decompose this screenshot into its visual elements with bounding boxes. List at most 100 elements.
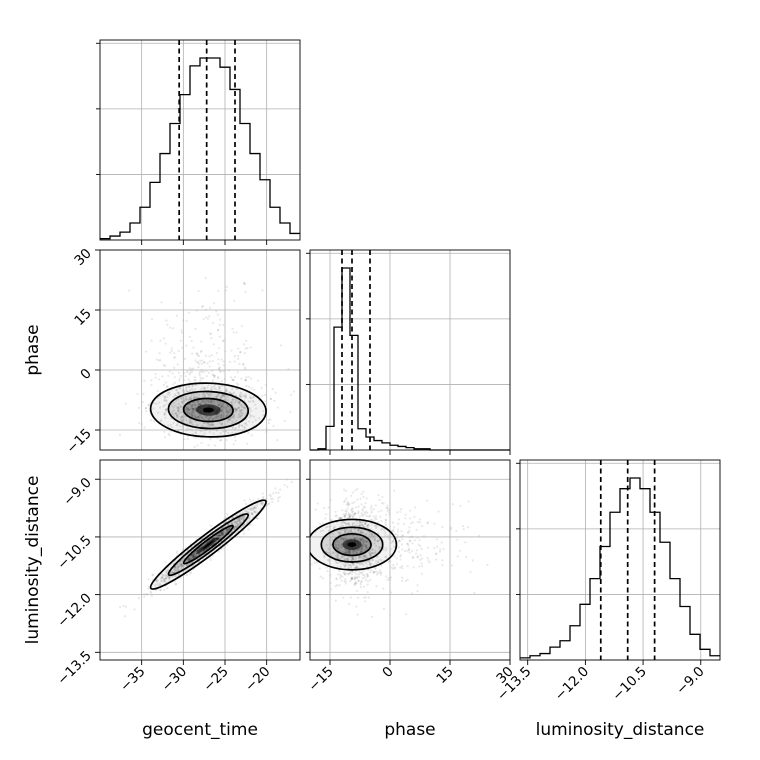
scatter-point	[161, 393, 164, 396]
scatter-point	[220, 423, 223, 426]
scatter-point	[438, 550, 442, 553]
scatter-point	[350, 559, 353, 562]
scatter-point	[234, 408, 237, 411]
scatter-point	[180, 396, 183, 400]
scatter-point	[348, 548, 351, 551]
scatter-point	[238, 522, 242, 526]
scatter-point	[342, 528, 346, 531]
scatter-point	[220, 379, 224, 383]
scatter-point	[381, 527, 384, 530]
scatter-point	[187, 407, 190, 410]
scatter-point	[368, 563, 372, 566]
scatter-point	[176, 550, 179, 553]
scatter-point	[158, 589, 162, 592]
scatter-point	[462, 528, 465, 531]
scatter-point	[164, 577, 167, 580]
scatter-point	[204, 414, 207, 417]
scatter-point	[467, 500, 470, 503]
scatter-point	[156, 583, 159, 586]
scatter-point	[175, 388, 178, 391]
scatter-point	[200, 545, 203, 548]
scatter-point	[365, 556, 369, 560]
x-tick-label-phase: 0	[379, 664, 396, 681]
scatter-point	[194, 359, 197, 362]
scatter-point	[278, 495, 281, 498]
scatter-point	[207, 543, 210, 546]
scatter-point	[230, 401, 233, 404]
scatter-point	[249, 395, 252, 398]
scatter-point	[354, 547, 358, 550]
scatter-point	[361, 546, 364, 549]
scatter-point	[198, 362, 201, 366]
scatter-point	[339, 565, 342, 569]
scatter-point	[211, 406, 215, 409]
scatter-point	[208, 315, 211, 318]
scatter-point	[183, 357, 187, 360]
scatter-point	[337, 530, 340, 533]
scatter-point	[210, 386, 213, 389]
scatter-point	[385, 547, 388, 550]
scatter-point	[127, 289, 131, 292]
scatter-point	[250, 414, 254, 418]
scatter-point	[194, 416, 197, 420]
scatter-point	[368, 559, 371, 562]
scatter-point	[209, 407, 212, 410]
scatter-point	[198, 405, 202, 408]
scatter-point	[180, 565, 183, 568]
x-tick-label-luminosity_distance: −10.5	[609, 664, 650, 705]
scatter-point	[364, 543, 367, 546]
scatter-point	[221, 395, 224, 399]
scatter-point	[157, 584, 160, 587]
scatter-point	[380, 528, 383, 531]
scatter-point	[222, 532, 225, 535]
scatter-point	[217, 385, 221, 388]
scatter-point	[272, 492, 275, 495]
scatter-point	[323, 556, 326, 559]
scatter-point	[158, 395, 161, 398]
scatter-point	[133, 608, 136, 611]
scatter-point	[346, 522, 350, 525]
scatter-point	[361, 538, 364, 541]
scatter-point	[256, 379, 260, 382]
scatter-point	[169, 572, 172, 575]
scatter-point	[396, 511, 399, 514]
scatter-point	[358, 571, 361, 574]
scatter-point	[194, 432, 198, 435]
scatter-point	[220, 423, 223, 426]
scatter-point	[349, 580, 352, 583]
scatter-point	[373, 538, 377, 541]
scatter-point	[189, 380, 192, 383]
scatter-point	[165, 573, 168, 576]
scatter-point	[359, 550, 362, 553]
scatter-point	[354, 543, 357, 546]
scatter-point	[374, 549, 377, 552]
scatter-point	[201, 412, 204, 415]
scatter-point	[401, 537, 404, 541]
scatter-point	[237, 383, 240, 386]
scatter-point	[196, 409, 199, 412]
scatter-point	[337, 546, 340, 549]
scatter-point	[212, 403, 215, 406]
scatter-point	[408, 547, 411, 550]
scatter-point	[242, 406, 245, 409]
scatter-point	[349, 538, 352, 541]
scatter-point	[185, 406, 189, 410]
scatter-point	[197, 415, 200, 418]
scatter-point	[240, 391, 243, 394]
scatter-point	[202, 317, 205, 321]
scatter-point	[279, 488, 282, 491]
scatter-point	[154, 580, 158, 583]
scatter-point	[230, 349, 233, 352]
scatter-point	[208, 543, 211, 546]
scatter-point	[234, 408, 237, 411]
scatter-point	[244, 291, 247, 294]
scatter-point	[162, 383, 165, 386]
scatter-point	[373, 542, 376, 545]
scatter-point	[180, 564, 183, 567]
scatter-point	[170, 349, 173, 352]
scatter-point	[190, 557, 193, 560]
scatter-point	[213, 417, 216, 420]
scatter-point	[199, 379, 202, 383]
scatter-point	[190, 405, 194, 408]
scatter-point	[194, 406, 197, 409]
